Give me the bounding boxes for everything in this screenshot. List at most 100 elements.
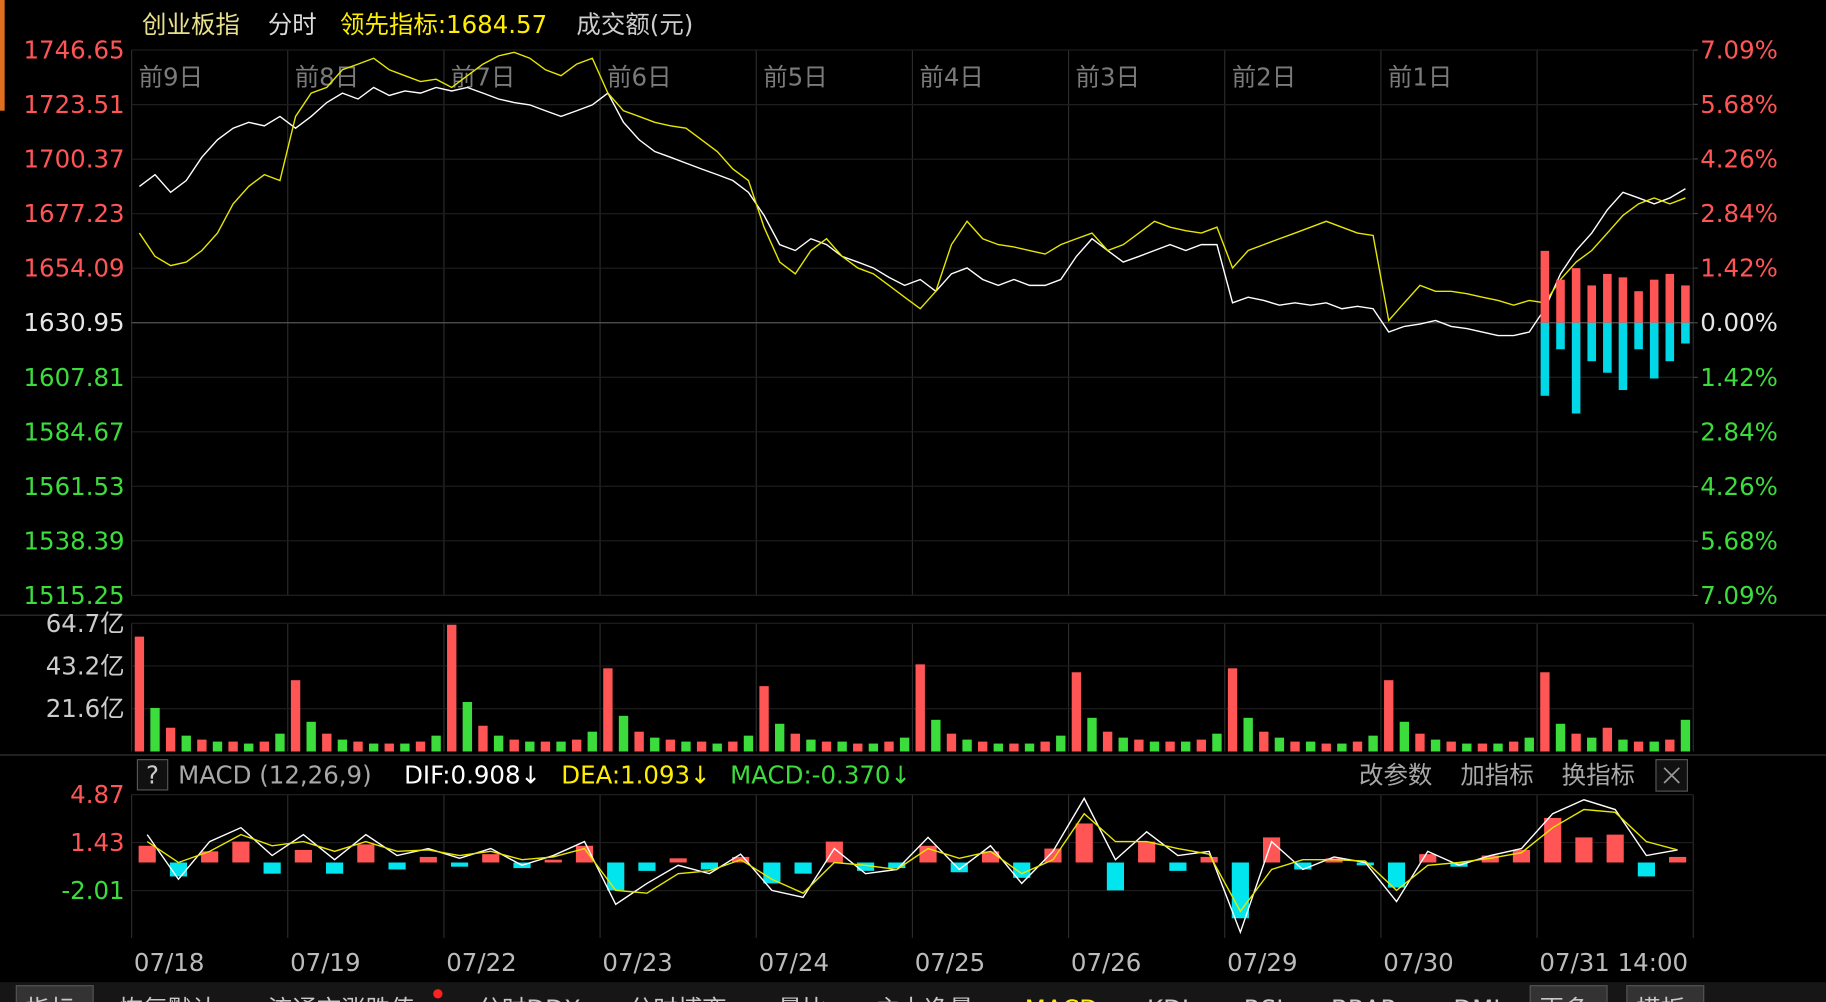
volume-bar — [774, 723, 785, 752]
day-label: 前4日 — [919, 62, 983, 91]
notice-dot — [433, 989, 443, 999]
close-icon[interactable] — [1663, 767, 1680, 784]
macd-name: MACD (12,26,9) — [178, 760, 371, 789]
volume-bar — [1493, 743, 1503, 752]
button[interactable]: 换指标 — [1562, 760, 1635, 789]
volume-bar — [1368, 735, 1378, 752]
volume-bar — [1009, 743, 1019, 752]
y-tick-label: 1561.53 — [24, 472, 125, 501]
bar — [950, 862, 968, 873]
tab[interactable]: 恢复默认 — [119, 994, 217, 1002]
bar — [1634, 291, 1643, 323]
volume-bar — [275, 733, 285, 752]
volume-bar — [1446, 741, 1456, 752]
bar — [1681, 322, 1690, 344]
volume-bar — [415, 741, 426, 752]
tab-box[interactable] — [15, 985, 94, 1002]
bar — [1044, 848, 1062, 863]
day-label: 前7日 — [451, 62, 515, 91]
bar — [1603, 273, 1612, 323]
tab[interactable]: 量比 — [778, 994, 827, 1002]
volume-bar — [1024, 743, 1035, 752]
volume-bar — [743, 735, 754, 752]
volume-bar — [728, 741, 738, 752]
button[interactable]: 加指标 — [1460, 760, 1533, 789]
tab[interactable]: MACD — [1025, 994, 1098, 1002]
day-label: 前3日 — [1076, 62, 1140, 91]
volume-bar — [759, 686, 769, 752]
x-tick-label: 07/24 — [759, 948, 829, 977]
tab[interactable]: 更多 — [1540, 994, 1589, 1002]
volume-bar — [1212, 733, 1222, 752]
help[interactable]: ? — [146, 760, 159, 789]
y-tick-label: 1746.65 — [24, 36, 125, 65]
y2-tick-label: 7.09% — [1700, 581, 1778, 610]
volume-bar — [1587, 737, 1597, 752]
volume-bar — [1134, 739, 1144, 752]
volume-bar — [1165, 741, 1175, 752]
help-box[interactable] — [136, 759, 169, 791]
volume-bar — [447, 624, 457, 752]
bar — [482, 854, 500, 863]
bar — [544, 859, 562, 863]
edge-marker — [0, 0, 5, 111]
bar — [1665, 273, 1675, 323]
tab[interactable]: DMI — [1453, 994, 1500, 1002]
volume-bar — [1649, 741, 1659, 752]
bar — [1669, 856, 1687, 863]
volume-bar — [1056, 735, 1066, 752]
volume-bar — [853, 743, 863, 752]
volume-bar — [962, 739, 972, 752]
bar — [1540, 250, 1550, 323]
volume-bar — [1274, 737, 1285, 752]
bar — [888, 862, 906, 869]
bar — [1587, 285, 1597, 323]
volume-bar — [1102, 731, 1113, 752]
bar — [763, 862, 781, 884]
volume-bar — [821, 741, 832, 752]
bar — [1540, 322, 1550, 396]
button[interactable]: 改参数 — [1359, 760, 1432, 789]
volume-bar — [837, 741, 847, 752]
volume-bar — [1462, 743, 1472, 752]
close-button[interactable] — [1655, 759, 1689, 792]
bar — [1587, 322, 1597, 362]
volume-bar — [884, 741, 894, 752]
y-tick-label: 1584.67 — [24, 417, 125, 446]
tab[interactable]: RSI — [1244, 994, 1284, 1002]
tab[interactable]: 分时博弈 — [629, 994, 727, 1002]
volume-bar — [290, 680, 301, 752]
bar — [1556, 322, 1565, 350]
volume-bar — [525, 741, 535, 752]
y2-tick-label: 0.00% — [1700, 308, 1778, 337]
bar — [326, 862, 344, 874]
bar — [138, 845, 156, 863]
volume-bar — [556, 741, 566, 752]
tab[interactable]: 流通市涨跌值 — [268, 994, 415, 1002]
volume-bar — [681, 741, 691, 752]
tab[interactable]: BRAR — [1331, 994, 1397, 1002]
bar — [1294, 862, 1312, 870]
tab[interactable]: KDJ — [1147, 994, 1189, 1002]
volume-bar — [1149, 741, 1160, 752]
tab-box[interactable] — [1626, 985, 1705, 1002]
tab[interactable]: 分时DDX — [477, 994, 580, 1002]
mode: 分时 — [268, 10, 317, 39]
bar — [825, 841, 843, 863]
y2-tick-label: 4.26% — [1700, 144, 1778, 173]
tab[interactable]: 模板 — [1636, 994, 1685, 1002]
volume-unit: 成交额(元) — [576, 10, 693, 39]
tab[interactable]: 主力净量 — [876, 994, 974, 1002]
volume-bar — [1290, 741, 1300, 752]
volume-bar — [540, 741, 551, 752]
bar — [1169, 862, 1187, 871]
volume-bar — [134, 636, 145, 752]
close-box[interactable] — [1655, 759, 1689, 792]
tab[interactable]: 指标 — [26, 994, 75, 1002]
macd-value: MACD:-0.370↓ — [730, 760, 911, 789]
day-label: 前1日 — [1388, 62, 1452, 91]
tab-box[interactable] — [1529, 985, 1608, 1002]
x-tick-label: 07/30 — [1383, 948, 1453, 977]
bar — [1571, 322, 1581, 414]
y2-tick-label: 1.42% — [1700, 363, 1778, 392]
